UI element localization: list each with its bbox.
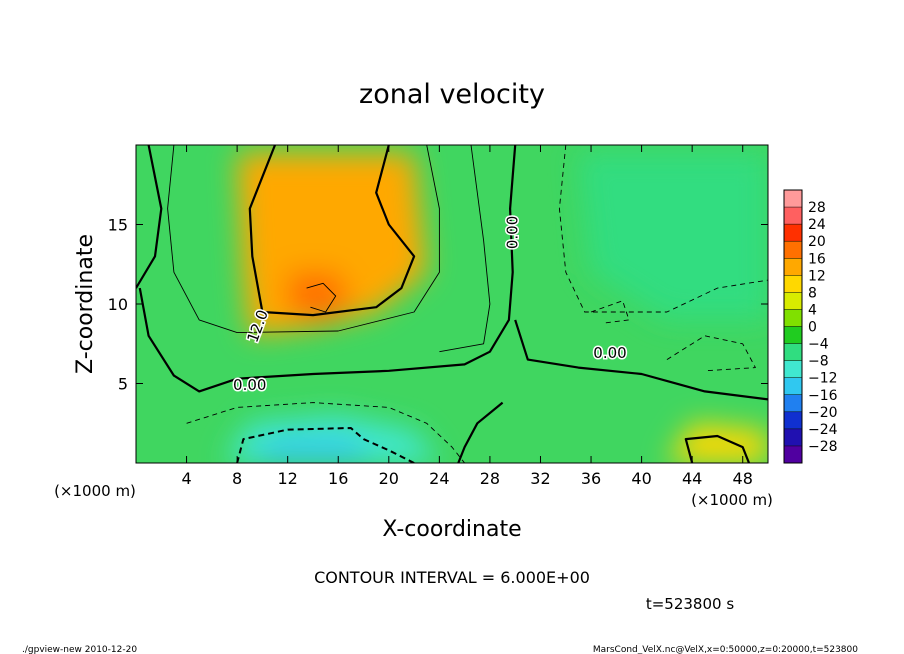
y-tick-label-15: 15 — [108, 216, 128, 235]
colorbar-swatch-0 — [784, 190, 802, 208]
colorbar-swatch-1 — [784, 207, 802, 225]
x-unit-left: (×1000 m) — [54, 482, 136, 500]
colorbar-swatch-12 — [784, 394, 802, 412]
colorbar-label-0: 28 — [808, 200, 826, 216]
y-tick-label-10: 10 — [108, 295, 128, 314]
x-tick-label-44: 44 — [682, 469, 702, 488]
colorbar-swatch-13 — [784, 411, 802, 429]
x-tick-label-20: 20 — [379, 469, 399, 488]
colorbar-swatch-2 — [784, 224, 802, 242]
x-tick-label-28: 28 — [480, 469, 500, 488]
colorbar-swatch-3 — [784, 241, 802, 259]
footer-right: MarsCond_VelX.nc@VelX,x=0:50000,z=0:2000… — [593, 645, 858, 654]
contour-line-9 — [186, 402, 465, 463]
contour-line-10 — [236, 427, 415, 463]
colorbar-label-3: 16 — [808, 251, 826, 267]
x-tick-label-16: 16 — [328, 469, 348, 488]
region-jet-max — [287, 272, 351, 320]
contour-line-13 — [590, 300, 630, 324]
contour-line-4 — [457, 401, 504, 463]
x-tick-label-32: 32 — [530, 469, 550, 488]
contour-line-6 — [167, 145, 440, 334]
colorbar-label-14: −28 — [808, 439, 838, 455]
colorbar-swatch-11 — [784, 377, 802, 395]
x-axis-label: X-coordinate — [382, 517, 521, 542]
colorbar-swatch-6 — [784, 292, 802, 310]
colorbar-label-9: −8 — [808, 354, 829, 370]
x-tick-label-40: 40 — [631, 469, 651, 488]
y-axis-label: Z-coordinate — [73, 234, 98, 374]
contour-line-12 — [666, 335, 756, 372]
plot-area — [136, 145, 768, 463]
y-axis-ticks: 5 10 15 — [108, 216, 768, 394]
x-tick-label-4: 4 — [181, 469, 191, 488]
colorbar-label-13: −24 — [808, 422, 838, 438]
colorbar-label-2: 20 — [808, 234, 826, 250]
contour-line-1 — [514, 319, 768, 401]
contour-line-3 — [248, 145, 416, 317]
colorbar-swatch-10 — [784, 360, 802, 378]
contour-lines — [136, 145, 768, 463]
colorbar-label-12: −20 — [808, 405, 838, 421]
contour-line-5 — [684, 434, 751, 463]
x-tick-label-24: 24 — [429, 469, 449, 488]
x-unit-right: (×1000 m) — [691, 491, 773, 509]
contour-line-2 — [136, 145, 163, 289]
contour-line-8 — [306, 282, 337, 313]
colorbar-swatch-8 — [784, 326, 802, 344]
contour-line-0 — [138, 145, 517, 393]
x-tick-label-8: 8 — [232, 469, 242, 488]
y-tick-label-5: 5 — [118, 375, 128, 394]
colorbar-label-8: −4 — [808, 337, 829, 353]
x-tick-label-36: 36 — [581, 469, 601, 488]
colorbar-swatch-9 — [784, 343, 802, 361]
contour-label-1: 0.00 — [233, 376, 266, 394]
footer-left: ./gpview-new 2010-12-20 — [22, 645, 137, 654]
colorbar-label-5: 8 — [808, 285, 817, 301]
contour-line-11 — [558, 145, 768, 313]
x-tick-label-48: 48 — [733, 469, 753, 488]
x-tick-label-12: 12 — [278, 469, 298, 488]
colorbar-swatch-5 — [784, 275, 802, 293]
colorbar-label-6: 4 — [808, 302, 817, 318]
colorbar-swatch-15 — [784, 445, 802, 463]
colorbar-label-10: −12 — [808, 371, 838, 387]
colorbar-label-11: −16 — [808, 388, 838, 404]
colorbar-swatch-7 — [784, 309, 802, 327]
region-upper-east-easterly — [578, 152, 768, 320]
contour-label-3: 0.00 — [504, 216, 522, 249]
region-low-level-easterly-core — [249, 439, 377, 463]
time-text: t=523800 s — [646, 595, 734, 613]
contour-label-2: 0.00 — [593, 344, 626, 362]
x-axis-ticks: 4 8 12 16 20 24 28 32 36 40 44 48 — [181, 145, 753, 488]
colorbar-label-4: 12 — [808, 268, 826, 284]
chart-title: zonal velocity — [359, 79, 545, 110]
colorbar-label-1: 24 — [808, 217, 826, 233]
contour-line-7 — [439, 145, 491, 353]
colorbar-label-7: 0 — [808, 320, 817, 336]
contour-interval-text: CONTOUR INTERVAL = 6.000E+00 — [314, 568, 590, 587]
colorbar-swatch-4 — [784, 258, 802, 276]
colorbar-swatch-14 — [784, 428, 802, 446]
region-east-surface-westerly — [666, 423, 768, 463]
